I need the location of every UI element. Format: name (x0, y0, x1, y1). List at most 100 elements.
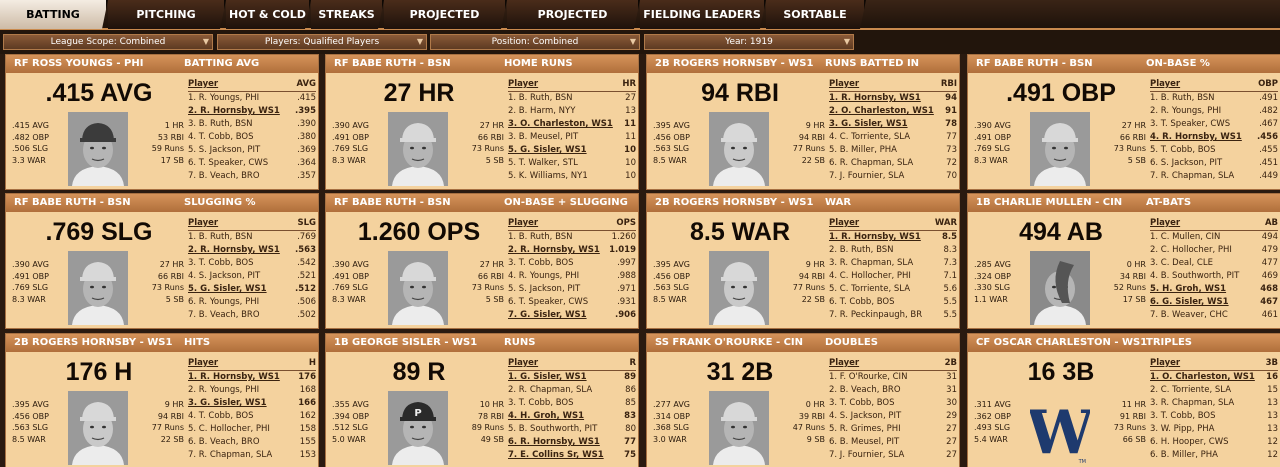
player-name[interactable]: 6. B. Meusel, PIT (829, 437, 900, 447)
player-name[interactable]: 3. W. Pipp, PHA (1150, 424, 1215, 434)
leaderboard-row[interactable]: 7. B. Weaver, CHC 461 (1150, 309, 1278, 322)
player-name[interactable]: 4. S. Jackson, PIT (829, 411, 902, 421)
leaderboard-row[interactable]: 3. C. Deal, CLE 477 (1150, 257, 1278, 270)
leaderboard-row[interactable]: 6. B. Miller, PHA 12 (1150, 449, 1278, 462)
leaderboard-row[interactable]: 3. R. Chapman, SLA 13 (1150, 397, 1278, 410)
player-name[interactable]: 3. C. Deal, CLE (1150, 258, 1213, 268)
player-name[interactable]: 4. H. Groh, WS1 (508, 411, 585, 421)
leaderboard-row[interactable]: 1. B. Ruth, BSN 27 (508, 92, 636, 105)
leaderboard-row[interactable]: 4. R. Hornsby, WS1 .456 (1150, 131, 1278, 144)
leaderboard-row[interactable]: 4. B. Southworth, PIT 469 (1150, 270, 1278, 283)
leaderboard-row[interactable]: 6. T. Speaker, CWS .364 (188, 157, 316, 170)
player-name[interactable]: 5. T. Cobb, BOS (1150, 145, 1216, 155)
player-name[interactable]: 4. S. Jackson, PIT (188, 271, 261, 281)
leaderboard-row[interactable]: 5. T. Cobb, BOS .455 (1150, 144, 1278, 157)
leader-name[interactable]: RF BABE RUTH - BSN (334, 58, 451, 69)
player-name[interactable]: 6. T. Cobb, BOS (829, 297, 895, 307)
player-name[interactable]: 1. F. O'Rourke, CIN (829, 372, 908, 382)
leaderboard-row[interactable]: 5. S. Jackson, PIT .369 (188, 144, 316, 157)
leaderboard-row[interactable]: 3. W. Pipp, PHA 13 (1150, 423, 1278, 436)
leaderboard-row[interactable]: 5. H. Groh, WS1 468 (1150, 283, 1278, 296)
player-name[interactable]: 6. B. Miller, PHA (1150, 450, 1218, 460)
player-name[interactable]: 3. B. Meusel, PIT (508, 132, 579, 142)
leaderboard-row[interactable]: 3. B. Ruth, BSN .390 (188, 118, 316, 131)
player-name[interactable]: 2. O. Charleston, WS1 (829, 106, 934, 116)
column-stat[interactable]: WAR (934, 218, 957, 228)
leader-name[interactable]: 1B GEORGE SISLER - WS1 (334, 337, 478, 348)
column-player[interactable]: Player (508, 218, 539, 228)
leaderboard-row[interactable]: 7. G. Sisler, WS1 .906 (508, 309, 636, 322)
leaderboard-row[interactable]: 2. R. Hornsby, WS1 .395 (188, 105, 316, 118)
leaderboard-row[interactable]: 6. R. Hornsby, WS1 77 (508, 436, 636, 449)
leaderboard-row[interactable]: 3. T. Cobb, BOS 13 (1150, 410, 1278, 423)
player-name[interactable]: 6. H. Hooper, CWS (1150, 437, 1229, 447)
leaderboard-row[interactable]: 6. T. Cobb, BOS 5.5 (829, 296, 957, 309)
column-stat[interactable]: HR (622, 79, 636, 89)
player-name[interactable]: 3. T. Cobb, BOS (1150, 411, 1216, 421)
player-name[interactable]: 6. T. Speaker, CWS (188, 158, 269, 168)
player-name[interactable]: 3. G. Sisler, WS1 (188, 398, 267, 408)
leaderboard-row[interactable]: 2. C. Torriente, SLA 15 (1150, 384, 1278, 397)
player-photo[interactable] (388, 251, 448, 325)
leaderboard-row[interactable]: 1. O. Charleston, WS1 16 (1150, 371, 1278, 384)
player-name[interactable]: 2. C. Hollocher, PHI (1150, 245, 1232, 255)
leader-name[interactable]: 2B ROGERS HORNSBY - WS1 (14, 337, 173, 348)
leaderboard-row[interactable]: 5. K. Williams, NY1 10 (508, 170, 636, 183)
leaderboard-row[interactable]: 3. T. Cobb, BOS 30 (829, 397, 957, 410)
player-name[interactable]: 3. T. Speaker, CWS (1150, 119, 1231, 129)
player-name[interactable]: 6. G. Sisler, WS1 (1150, 297, 1229, 307)
tab-batting-leaders[interactable]: BATTING LEADERS (0, 0, 108, 29)
leader-name[interactable]: 2B ROGERS HORNSBY - WS1 (655, 58, 814, 69)
leaderboard-row[interactable]: 7. R. Peckinpaugh, BR 5.5 (829, 309, 957, 322)
player-name[interactable]: 5. H. Groh, WS1 (1150, 284, 1227, 294)
column-stat[interactable]: AB (1264, 218, 1278, 228)
player-name[interactable]: 6. R. Hornsby, WS1 (508, 437, 600, 447)
tab-sortable-stats[interactable]: SORTABLE STATS (766, 0, 866, 29)
leaderboard-row[interactable]: 3. T. Cobb, BOS .997 (508, 257, 636, 270)
player-name[interactable]: 7. J. Fournier, SLA (829, 171, 905, 181)
leaderboard-row[interactable]: 1. R. Hornsby, WS1 8.5 (829, 231, 957, 244)
filter-dropdown[interactable]: League Scope: Combined ▼ (3, 34, 213, 50)
leaderboard-row[interactable]: 2. R. Hornsby, WS1 1.019 (508, 244, 636, 257)
tab-projected-pitching[interactable]: PROJECTED PITCHING (507, 0, 640, 29)
column-player[interactable]: Player (1150, 79, 1181, 89)
tab-fielding-leaders[interactable]: FIELDING LEADERS (640, 0, 766, 29)
leaderboard-row[interactable]: 1. R. Hornsby, WS1 94 (829, 92, 957, 105)
leaderboard-row[interactable]: 2. B. Harm, NYY 13 (508, 105, 636, 118)
player-name[interactable]: 1. R. Hornsby, WS1 (829, 93, 921, 103)
leaderboard-row[interactable]: 5. B. Southworth, PIT 80 (508, 423, 636, 436)
column-stat[interactable]: H (308, 358, 316, 368)
leaderboard-row[interactable]: 3. T. Cobb, BOS 85 (508, 397, 636, 410)
leaderboard-row[interactable]: 6. S. Jackson, PIT .451 (1150, 157, 1278, 170)
player-name[interactable]: 2. B. Harm, NYY (508, 106, 576, 116)
leaderboard-row[interactable]: 5. G. Sisler, WS1 10 (508, 144, 636, 157)
leaderboard-row[interactable]: 1. F. O'Rourke, CIN 31 (829, 371, 957, 384)
leaderboard-row[interactable]: 6. B. Meusel, PIT 27 (829, 436, 957, 449)
player-name[interactable]: 2. R. Youngs, PHI (1150, 106, 1222, 116)
leaderboard-row[interactable]: 2. R. Hornsby, WS1 .563 (188, 244, 316, 257)
column-stat[interactable]: RBI (940, 79, 957, 89)
player-photo[interactable]: P (388, 391, 448, 465)
tab-hot-cold[interactable]: HOT & COLD (226, 0, 311, 29)
tab-pitching-leaders[interactable]: PITCHING LEADERS (108, 0, 226, 29)
column-player[interactable]: Player (829, 358, 860, 368)
leaderboard-row[interactable]: 1. B. Ruth, BSN .769 (188, 231, 316, 244)
leaderboard-row[interactable]: 3. G. Sisler, WS1 78 (829, 118, 957, 131)
player-name[interactable]: 1. B. Ruth, BSN (1150, 93, 1215, 103)
player-name[interactable]: 1. R. Hornsby, WS1 (829, 232, 921, 242)
player-name[interactable]: 2. R. Hornsby, WS1 (508, 245, 600, 255)
leaderboard-row[interactable]: 1. C. Mullen, CIN 494 (1150, 231, 1278, 244)
player-name[interactable]: 6. R. Chapman, SLA (829, 158, 914, 168)
player-name[interactable]: 4. T. Cobb, BOS (188, 411, 254, 421)
leaderboard-row[interactable]: 3. B. Meusel, PIT 11 (508, 131, 636, 144)
player-name[interactable]: 7. R. Peckinpaugh, BR (829, 310, 923, 320)
column-player[interactable]: Player (508, 79, 539, 89)
player-photo[interactable] (1030, 112, 1090, 186)
player-name[interactable]: 1. R. Youngs, PHI (188, 93, 260, 103)
player-photo[interactable] (709, 251, 769, 325)
column-stat[interactable]: 3B (1265, 358, 1278, 368)
player-name[interactable]: 4. C. Hollocher, PHI (829, 271, 911, 281)
player-name[interactable]: 3. T. Cobb, BOS (188, 258, 254, 268)
leaderboard-row[interactable]: 3. T. Cobb, BOS .542 (188, 257, 316, 270)
leaderboard-row[interactable]: 5. R. Grimes, PHI 27 (829, 423, 957, 436)
